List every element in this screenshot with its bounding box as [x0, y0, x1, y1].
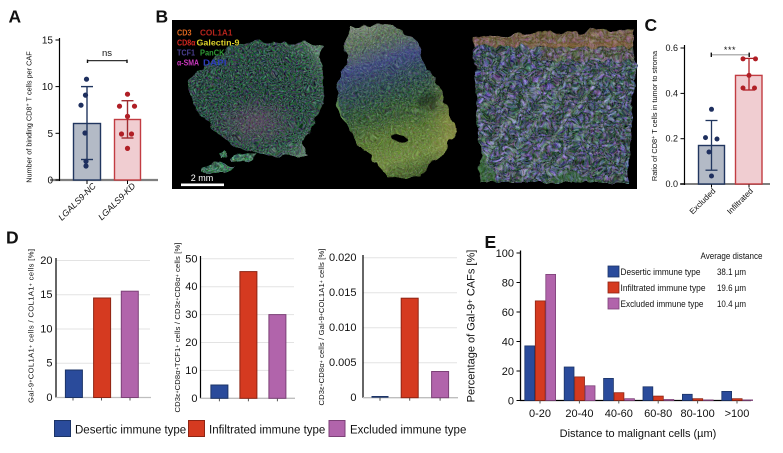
- svg-text:Excluded immune type: Excluded immune type: [621, 299, 704, 310]
- svg-text:20-40: 20-40: [565, 408, 593, 420]
- svg-text:20: 20: [185, 337, 197, 349]
- svg-text:15: 15: [42, 36, 54, 47]
- svg-text:Number of binding CD8+ T cells: Number of binding CD8+ T cells per CAF: [25, 51, 34, 183]
- svg-text:0: 0: [508, 395, 514, 407]
- svg-text:40: 40: [185, 281, 197, 293]
- svg-text:ns: ns: [102, 48, 112, 59]
- svg-text:E: E: [485, 232, 497, 252]
- svg-text:0.4: 0.4: [665, 88, 678, 98]
- svg-text:COL1A1: COL1A1: [200, 28, 233, 38]
- svg-text:38.1 µm: 38.1 µm: [717, 267, 746, 278]
- svg-text:Desertic immune type: Desertic immune type: [621, 267, 701, 278]
- svg-text:40-60: 40-60: [605, 408, 633, 420]
- svg-text:C: C: [645, 15, 658, 35]
- svg-text:20: 20: [502, 366, 514, 378]
- svg-text:Desertic immune type: Desertic immune type: [75, 425, 186, 437]
- svg-text:DAPI: DAPI: [203, 58, 227, 68]
- svg-text:40: 40: [502, 336, 514, 348]
- svg-text:0-20: 0-20: [529, 408, 551, 420]
- svg-text:100: 100: [496, 248, 514, 260]
- svg-text:80: 80: [502, 277, 514, 289]
- svg-text:0: 0: [46, 392, 52, 404]
- svg-text:0.010: 0.010: [329, 322, 357, 334]
- svg-text:***: ***: [724, 45, 736, 55]
- svg-text:Ratio of CD8+ T cells in tumor: Ratio of CD8+ T cells in tumor to stroma: [650, 50, 659, 181]
- svg-text:B: B: [156, 7, 169, 27]
- svg-text:Gal-9+COL1A1+ cells / COL1A1+: Gal-9+COL1A1+ cells / COL1A1+ cells [%]: [27, 249, 36, 403]
- svg-text:0: 0: [350, 392, 356, 404]
- svg-text:CD3ε+CD8α+TCF1+ cells / CD3ε+C: CD3ε+CD8α+TCF1+ cells / CD3ε+CD8α+ cells…: [173, 243, 182, 413]
- svg-text:60-80: 60-80: [644, 408, 672, 420]
- svg-text:A: A: [9, 7, 22, 27]
- svg-text:Percentage of Gal-9+ CAFs [%]: Percentage of Gal-9+ CAFs [%]: [465, 250, 477, 403]
- svg-text:15: 15: [40, 289, 52, 301]
- svg-text:2 mm: 2 mm: [191, 173, 214, 183]
- svg-text:Average distance: Average distance: [701, 251, 763, 262]
- svg-text:D: D: [6, 228, 19, 248]
- svg-text:0.005: 0.005: [329, 357, 357, 369]
- svg-text:0.020: 0.020: [329, 252, 357, 264]
- svg-text:CD3: CD3: [177, 28, 192, 38]
- svg-text:>100: >100: [725, 408, 750, 420]
- svg-text:Galectin-9: Galectin-9: [197, 38, 240, 48]
- svg-text:0: 0: [191, 393, 197, 405]
- svg-text:10: 10: [185, 365, 197, 377]
- svg-text:Excluded immune type: Excluded immune type: [350, 425, 466, 437]
- svg-text:CD8α: CD8α: [177, 38, 196, 48]
- svg-text:50: 50: [185, 253, 197, 265]
- svg-text:0: 0: [47, 176, 53, 187]
- svg-text:TCF1: TCF1: [177, 48, 195, 58]
- svg-text:20: 20: [40, 255, 52, 267]
- svg-text:0.6: 0.6: [665, 43, 678, 53]
- svg-text:0.2: 0.2: [665, 134, 678, 144]
- svg-text:CD3ε+CD8α+ cells / Gal-9+COL1A: CD3ε+CD8α+ cells / Gal-9+COL1A1+ cells […: [317, 249, 326, 406]
- svg-text:19.6 µm: 19.6 µm: [717, 283, 746, 294]
- svg-text:80-100: 80-100: [680, 408, 714, 420]
- svg-text:PanCK: PanCK: [200, 48, 225, 58]
- svg-text:Infiltrated immune type: Infiltrated immune type: [621, 283, 706, 294]
- svg-text:60: 60: [502, 307, 514, 319]
- svg-text:5: 5: [46, 358, 52, 370]
- svg-text:Infiltrated immune type: Infiltrated immune type: [209, 425, 325, 437]
- svg-text:0.015: 0.015: [329, 287, 357, 299]
- svg-text:α-SMA: α-SMA: [177, 58, 199, 68]
- svg-text:30: 30: [185, 309, 197, 321]
- svg-text:10: 10: [42, 82, 54, 93]
- svg-text:10: 10: [40, 324, 52, 336]
- svg-text:0.0: 0.0: [665, 179, 678, 189]
- svg-text:10.4 µm: 10.4 µm: [717, 299, 746, 310]
- svg-text:5: 5: [47, 129, 53, 140]
- svg-text:Distance to malignant cells (µ: Distance to malignant cells (µm): [560, 428, 717, 440]
